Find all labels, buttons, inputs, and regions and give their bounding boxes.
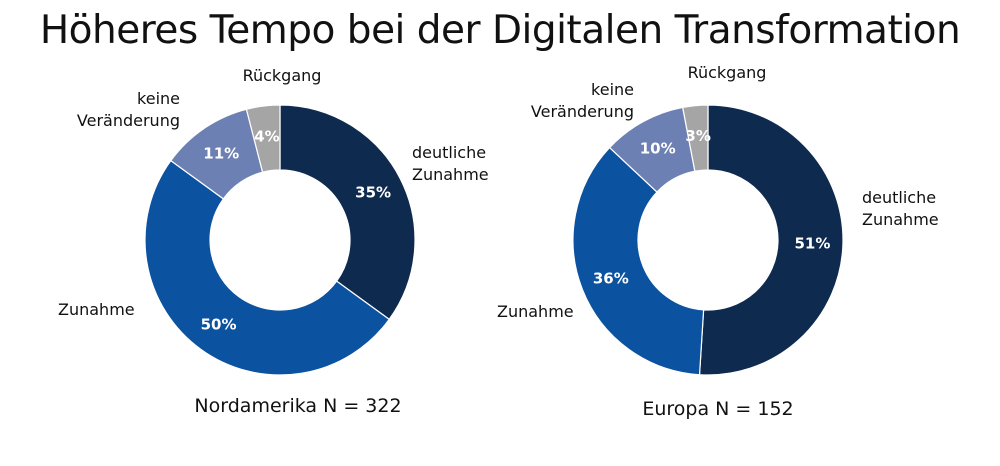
category-label: deutliche Zunahme <box>412 143 489 184</box>
data-label: 4% <box>254 127 279 145</box>
category-label: Zunahme <box>58 300 135 319</box>
data-label: 10% <box>640 139 676 157</box>
data-label: 11% <box>203 145 239 163</box>
chart-caption: Europa N = 152 <box>642 398 793 420</box>
donut-slice <box>279 104 416 321</box>
data-label: 50% <box>201 316 237 334</box>
data-label: 3% <box>685 127 710 145</box>
donut-chart-1: 51% deutliche Zunahme 36% Zunahme 10% keine Ver… <box>497 63 939 420</box>
chart-caption: Nordamerika N = 322 <box>194 395 401 417</box>
data-label: 35% <box>355 184 391 202</box>
category-label: keine Veränderung <box>77 89 180 130</box>
category-label: deutliche Zunahme <box>862 188 939 229</box>
category-label: Rückgang <box>243 66 322 85</box>
chart-title: Höheres Tempo bei der Digitalen Transfor… <box>39 8 961 53</box>
category-label: keine Veränderung <box>531 80 634 121</box>
data-label: 36% <box>593 269 629 287</box>
category-label: Zunahme <box>497 302 574 321</box>
data-label: 51% <box>794 234 830 252</box>
donut-slice <box>144 159 391 376</box>
donut-slice <box>698 104 844 376</box>
donut-chart-0: 35% deutliche Zunahme 50% Zunahme 11% keine Ver… <box>58 66 489 417</box>
donut-slice <box>682 104 709 172</box>
donut-slice <box>245 104 281 173</box>
category-label: Rückgang <box>688 63 767 82</box>
donut-slice <box>572 146 705 376</box>
